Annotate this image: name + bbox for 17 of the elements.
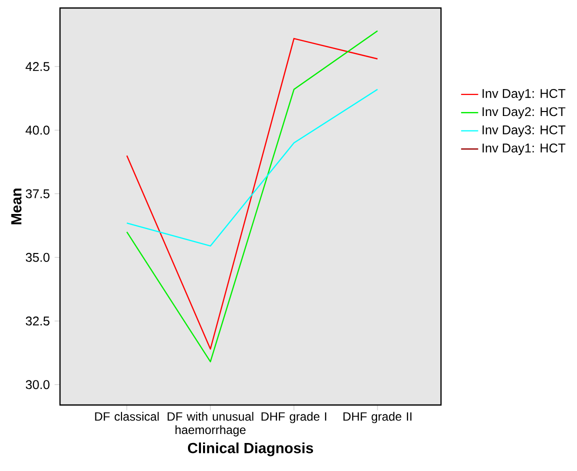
y-tick-label: 37.5 — [26, 189, 50, 198]
x-axis-title: Clinical Diagnosis — [188, 442, 314, 456]
y-tick-label: 32.5 — [26, 316, 50, 326]
x-tick-label: DHF grade I — [262, 412, 326, 424]
y-tick-label: 42.5 — [26, 62, 50, 72]
x-tick-label: DHF grade II — [343, 412, 412, 424]
y-tick-label: 40.0 — [26, 126, 50, 135]
legend-label: Inv Day1: HCT — [482, 89, 566, 101]
y-tick-label: 30.0 — [26, 380, 50, 390]
y-tick-label: 35.0 — [26, 252, 50, 262]
x-tick-label: DF with unusual haemorrhage — [168, 412, 254, 436]
x-tick-label: DF classical — [95, 412, 159, 421]
legend-label: Inv Day2: HCT — [482, 107, 566, 119]
legend-label: Inv Day1: HCT — [482, 144, 566, 156]
line-series — [126, 88, 378, 247]
y-axis-title: Mean — [11, 188, 22, 224]
legend-label: Inv Day3: HCT — [482, 125, 566, 137]
